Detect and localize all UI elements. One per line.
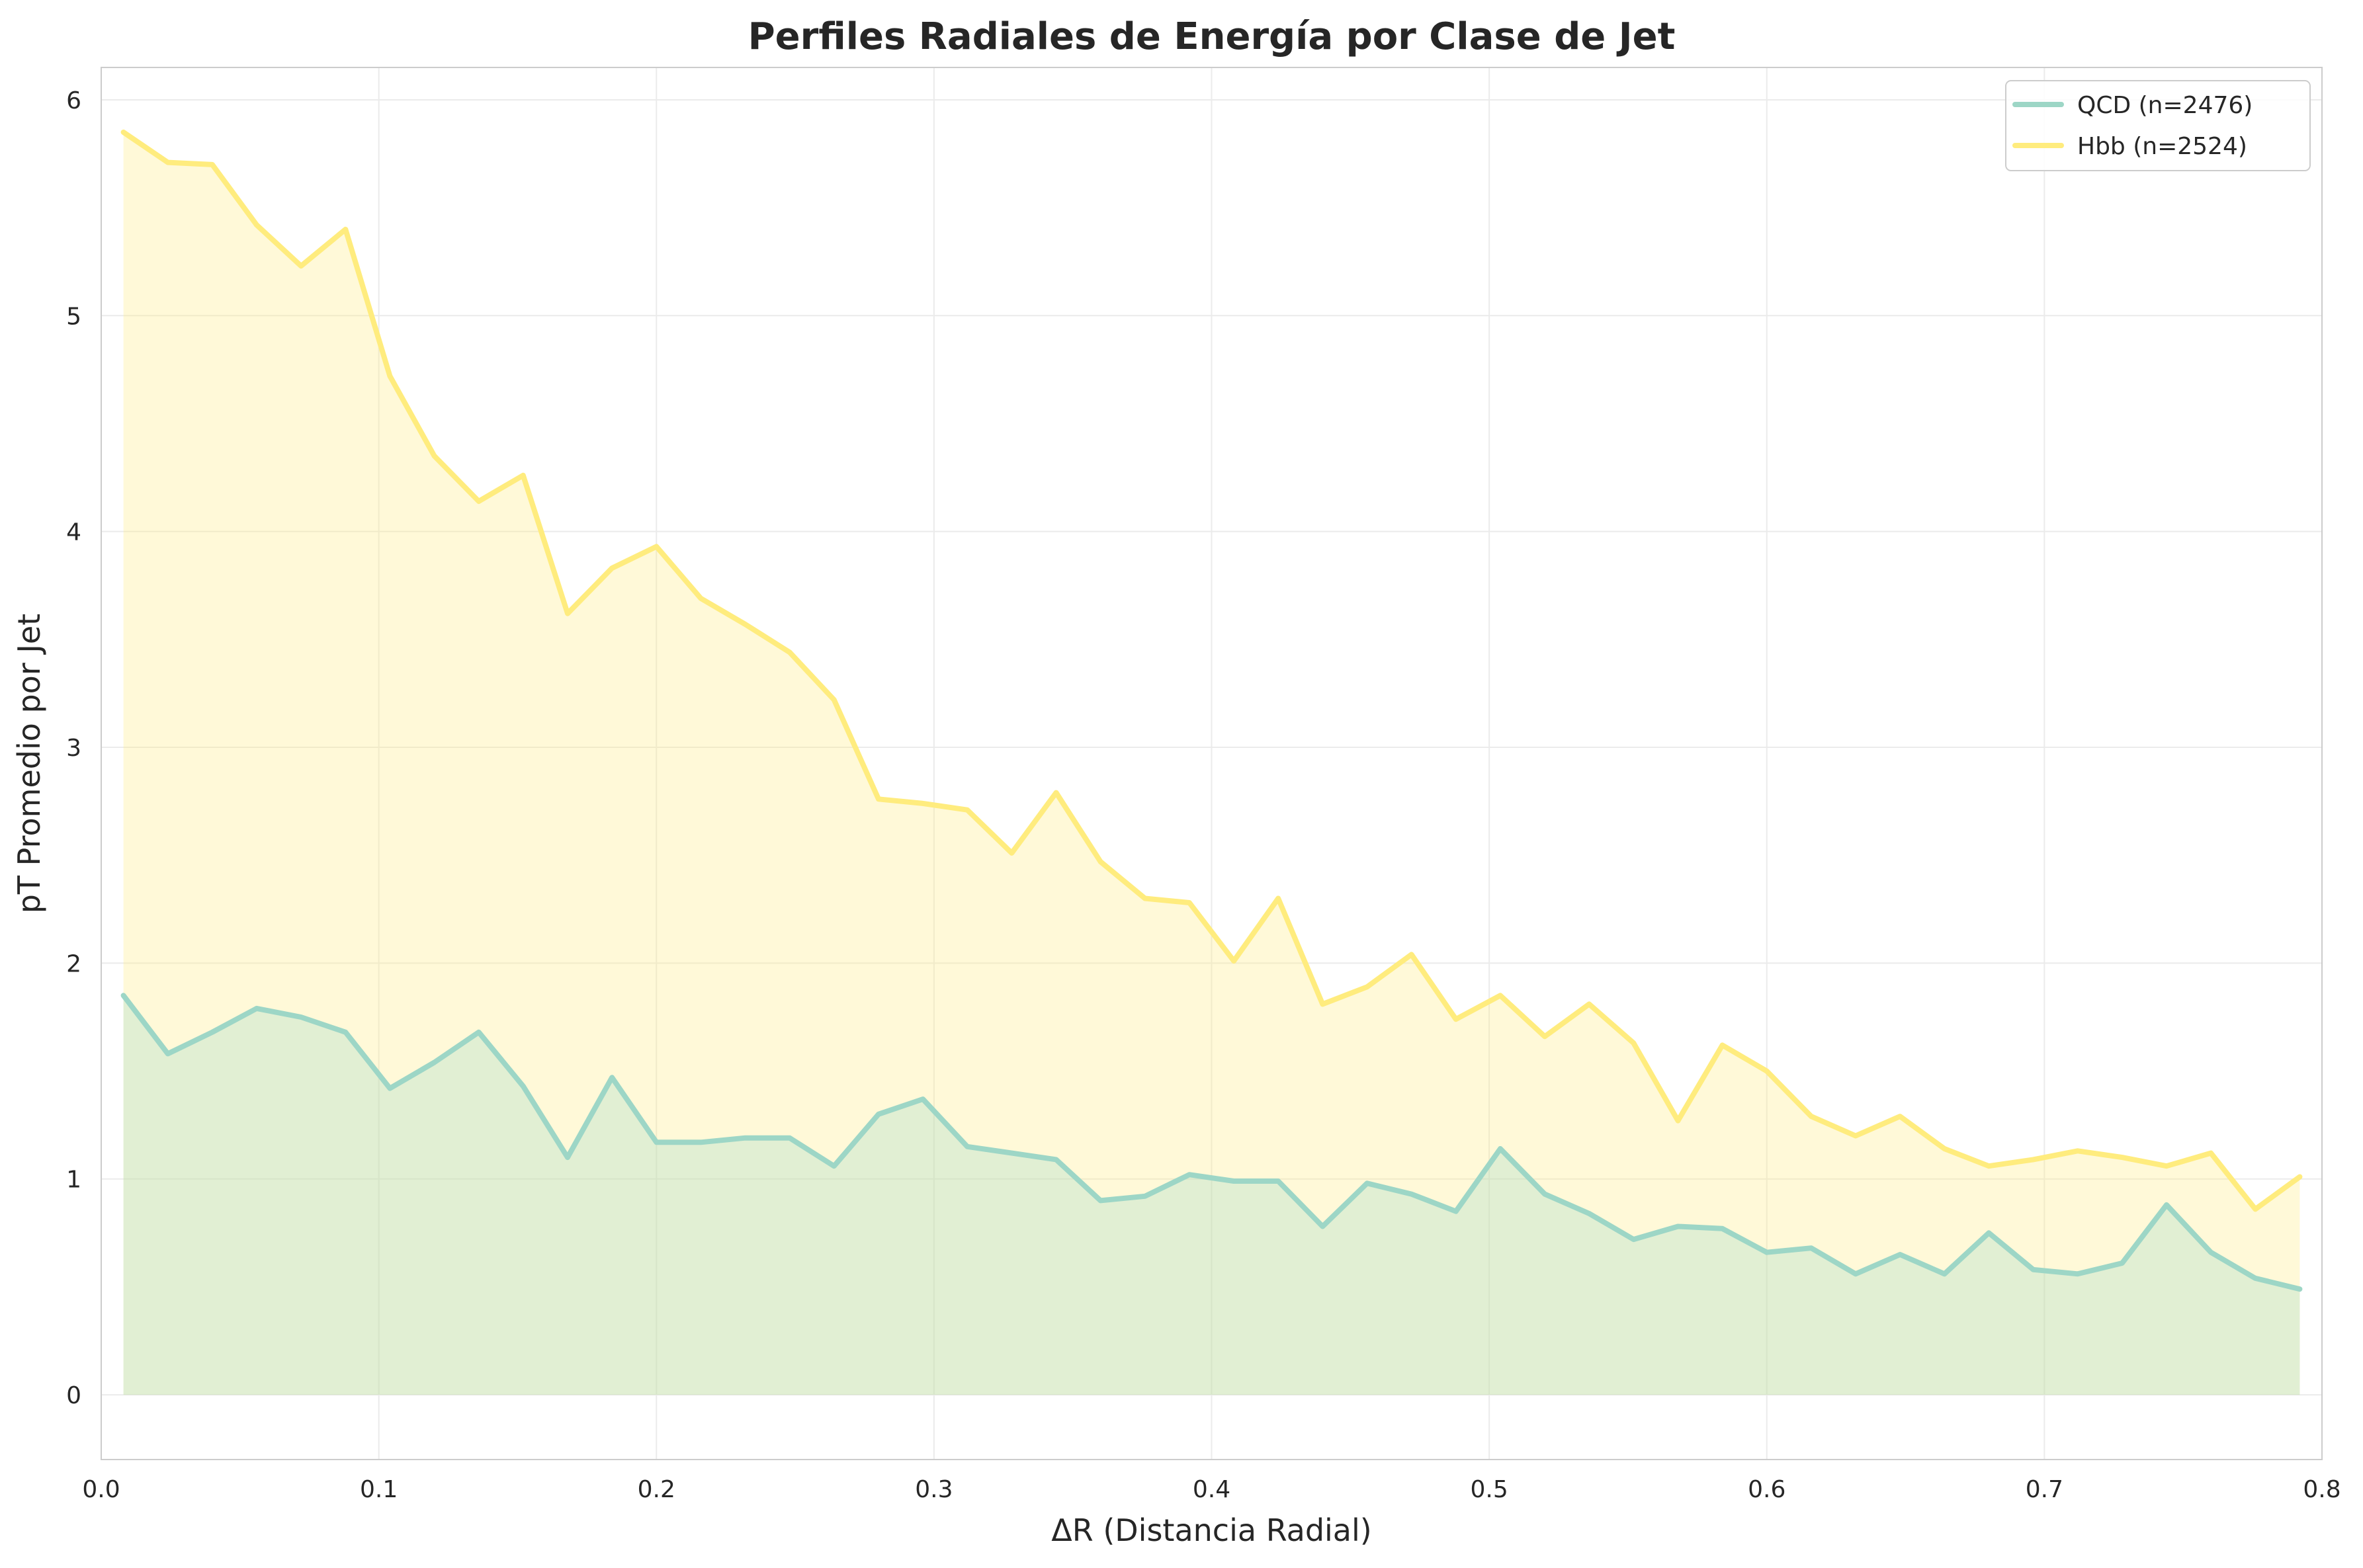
area-fills <box>123 132 2300 1395</box>
tick-labels: 0.0 0.1 0.2 0.3 0.4 0.5 0.6 0.7 0.8 0 1 2 3 4 5 6 <box>66 87 2341 1503</box>
x-tick-label: 0.7 <box>2026 1476 2063 1503</box>
x-tick-label: 0.3 <box>915 1476 953 1503</box>
x-tick-label: 0.4 <box>1193 1476 1230 1503</box>
y-tick-label: 5 <box>66 303 81 330</box>
x-axis-label: ΔR (Distancia Radial) <box>1051 1512 1371 1548</box>
x-tick-label: 0.1 <box>360 1476 398 1503</box>
x-tick-label: 0.8 <box>2303 1476 2341 1503</box>
area-hbb <box>123 132 2300 1395</box>
x-tick-label: 0.0 <box>82 1476 120 1503</box>
y-tick-label: 4 <box>66 519 81 546</box>
area-qcd <box>123 995 2300 1395</box>
legend: QCD (n=2476) Hbb (n=2524) <box>2005 80 2311 171</box>
y-tick-label: 3 <box>66 735 81 762</box>
chart-title: Perfiles Radiales de Energía por Clase d… <box>748 15 1676 58</box>
x-tick-label: 0.6 <box>1748 1476 1785 1503</box>
y-tick-label: 2 <box>66 950 81 977</box>
y-tick-label: 0 <box>66 1382 81 1409</box>
x-tick-label: 0.2 <box>638 1476 675 1503</box>
plot-frame <box>101 67 2323 1460</box>
y-tick-label: 6 <box>66 87 81 114</box>
y-axis-label: pT Promedio por Jet <box>11 614 47 914</box>
legend-label: QCD (n=2476) <box>2077 92 2253 119</box>
line-qcd <box>120 993 2303 1292</box>
line-hbb <box>120 129 2303 1212</box>
x-tick-label: 0.5 <box>1470 1476 1508 1503</box>
legend-label: Hbb (n=2524) <box>2077 133 2247 160</box>
series-lines <box>120 129 2303 1292</box>
y-tick-label: 1 <box>66 1167 81 1194</box>
legend-box <box>2005 80 2311 171</box>
